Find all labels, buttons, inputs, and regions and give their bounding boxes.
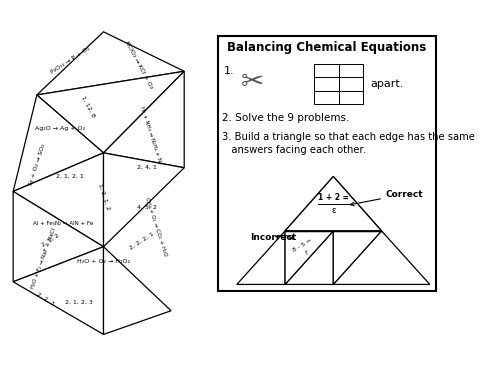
Polygon shape (13, 153, 104, 247)
Text: H₂O + F₂ → NaF + NaCl: H₂O + F₂ → NaF + NaCl (30, 227, 57, 289)
Text: 3. Build a triangle so that each edge has the same: 3. Build a triangle so that each edge ha… (222, 132, 475, 142)
Text: 2, 1, 2, 3: 2, 1, 2, 3 (65, 300, 93, 304)
Text: 2. Solve the 9 problems.: 2. Solve the 9 problems. (222, 113, 350, 123)
Text: 1 + 2 =: 1 + 2 = (318, 193, 348, 202)
Text: P₄O₁₀ → P + O₂: P₄O₁₀ → P + O₂ (50, 45, 90, 74)
Polygon shape (37, 32, 184, 95)
Text: H₂ + NH₃ → N₂H₄ + N₂: H₂ + NH₃ → N₂H₄ + N₂ (139, 106, 162, 165)
Bar (218, 36, 436, 291)
Bar (314, 64, 338, 77)
Text: answers facing each other.: answers facing each other. (222, 145, 366, 155)
Text: 2, 2, 2, 1: 2, 2, 2, 1 (129, 231, 155, 250)
Polygon shape (104, 71, 184, 168)
Text: 1, 2, 1, 2: 1, 2, 1, 2 (97, 183, 110, 211)
Text: r: r (304, 249, 309, 256)
Polygon shape (37, 71, 184, 153)
Text: Al + Fe₃N₂ → AlN + Fe: Al + Fe₃N₂ → AlN + Fe (33, 220, 94, 225)
Text: 2, 2, 3: 2, 2, 3 (36, 292, 56, 307)
Polygon shape (104, 247, 171, 334)
Text: 2, 4, 1: 2, 4, 1 (138, 165, 158, 170)
Text: Balancing Chemical Equations: Balancing Chemical Equations (227, 41, 426, 54)
Text: 2, 1, 2, 1: 2, 1, 2, 1 (56, 174, 84, 179)
Text: CH₄ + O₂ → CO₂ + H₂O: CH₄ + O₂ → CO₂ + H₂O (144, 196, 168, 256)
Text: 1.: 1. (224, 66, 234, 76)
Polygon shape (285, 177, 382, 231)
Text: ✂: ✂ (241, 68, 264, 96)
Bar (314, 91, 338, 104)
Polygon shape (334, 231, 430, 284)
Polygon shape (285, 231, 334, 284)
Polygon shape (13, 95, 104, 192)
Polygon shape (334, 231, 382, 284)
Text: S₈ + O₂ → SO₂: S₈ + O₂ → SO₂ (28, 144, 46, 187)
Bar (338, 64, 363, 77)
Text: apart.: apart. (370, 79, 404, 89)
Bar (338, 77, 363, 91)
Text: KClO₃ → KCl + O₂: KClO₃ → KCl + O₂ (124, 40, 154, 90)
Text: 8 - 5 =: 8 - 5 = (292, 238, 314, 253)
Text: 4, 5, 2: 4, 5, 2 (138, 205, 158, 210)
Text: Ag₂O → Ag + O₂: Ag₂O → Ag + O₂ (34, 126, 84, 131)
Text: 2, 1, 2: 2, 1, 2 (41, 233, 60, 248)
Text: ε: ε (331, 206, 336, 215)
Polygon shape (13, 192, 104, 282)
Polygon shape (104, 153, 184, 247)
Bar (338, 91, 363, 104)
Bar (314, 77, 338, 91)
Polygon shape (285, 177, 382, 231)
Polygon shape (13, 247, 104, 334)
Text: H₂O + O₂ → H₂O₂: H₂O + O₂ → H₂O₂ (77, 259, 130, 264)
Polygon shape (237, 231, 285, 284)
Text: 1, 12, 8: 1, 12, 8 (80, 95, 96, 118)
Text: Incorrect: Incorrect (250, 233, 296, 242)
Text: Correct: Correct (350, 190, 424, 206)
Polygon shape (285, 231, 334, 284)
